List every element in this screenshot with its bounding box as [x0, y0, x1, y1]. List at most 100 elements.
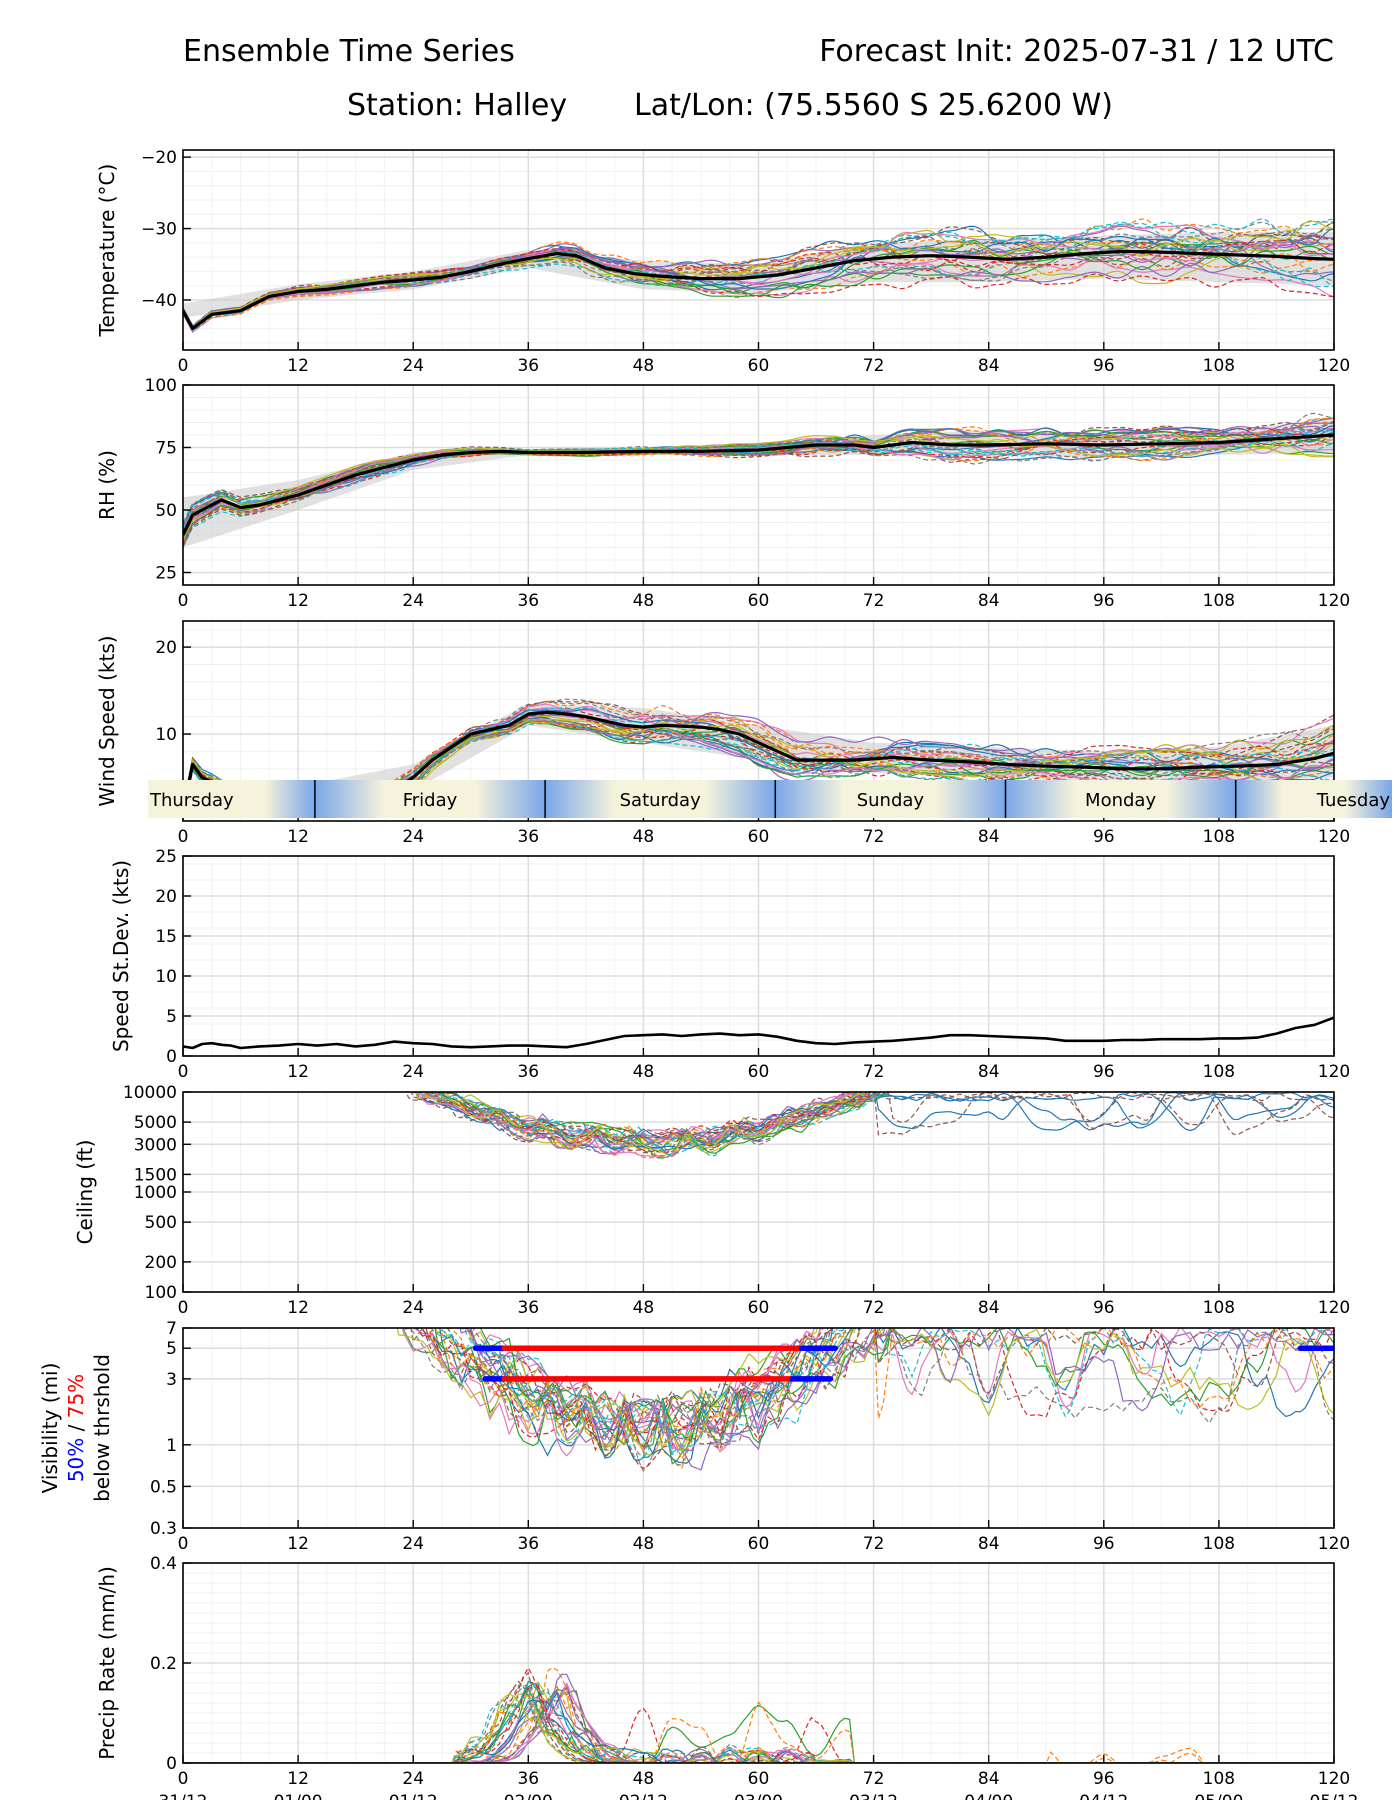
x-tick-label: 108: [1203, 827, 1235, 847]
ensemble-member-line: [183, 1667, 1334, 1763]
ensemble-member-line: [434, 1328, 855, 1465]
ensemble-member-line: [479, 1328, 892, 1448]
ensemble-member-line: [464, 1328, 1334, 1454]
ensemble-member-line: [410, 1092, 1334, 1157]
y-tick-label: 0.5: [150, 1477, 177, 1497]
ensemble-member-line: [402, 1328, 815, 1457]
y-axis-label: Ceiling (ft): [73, 1140, 97, 1245]
ensemble-member-line: [424, 1092, 870, 1149]
valid-time-label: 04/12: [1079, 1792, 1128, 1800]
y-tick-label: 1000: [134, 1183, 177, 1203]
x-tick-label: 96: [1093, 591, 1115, 611]
y-tick-label: 0.2: [150, 1654, 177, 1674]
plot-area: [183, 218, 1334, 334]
x-tick-label: 0: [178, 1298, 189, 1318]
day-segment: [545, 780, 776, 818]
x-tick-label: 12: [287, 1298, 309, 1318]
x-tick-label: 120: [1318, 356, 1350, 376]
y-tick-label: −30: [141, 220, 177, 240]
x-tick-label: 48: [633, 827, 655, 847]
x-tick-label: 36: [517, 1062, 539, 1082]
station-label: Station: Halley: [347, 88, 568, 123]
x-tick-label: 108: [1203, 1769, 1235, 1789]
x-tick-label: 72: [863, 1769, 885, 1789]
valid-time-label: 05/00: [1194, 1792, 1243, 1800]
y-tick-label: 25: [155, 564, 177, 584]
x-tick-label: 36: [517, 591, 539, 611]
x-tick-label: 84: [978, 1534, 1000, 1554]
y-tick-label: 5: [166, 1007, 177, 1027]
x-tick-label: 120: [1318, 1062, 1350, 1082]
ensemble-mean-line: [183, 433, 1334, 536]
x-tick-label: 24: [402, 1062, 424, 1082]
x-tick-label: 84: [978, 591, 1000, 611]
ensemble-member-line: [183, 435, 1334, 535]
x-tick-label: 60: [748, 1062, 770, 1082]
ensemble-member-line: [439, 1328, 861, 1464]
y-tick-label: 10000: [123, 1083, 177, 1103]
day-segment: [1235, 780, 1392, 818]
plot-area: [183, 1016, 1334, 1050]
day-label: Monday: [1085, 790, 1156, 811]
day-label: Thursday: [149, 790, 234, 811]
plot-area: [396, 1328, 1334, 1473]
ensemble-member-line: [439, 1092, 890, 1156]
x-tick-label: 36: [517, 1769, 539, 1789]
day-segment: [314, 780, 546, 818]
ensemble-member-line: [407, 1328, 829, 1458]
valid-time-label: 05/12: [1310, 1792, 1359, 1800]
x-tick-label: 12: [287, 591, 309, 611]
ensemble-member-line: [183, 240, 1334, 327]
day-label: Friday: [403, 790, 458, 811]
x-tick-label: 96: [1093, 356, 1115, 376]
x-tick-label: 96: [1093, 1062, 1115, 1082]
ensemble-member-line: [183, 222, 1334, 332]
y-tick-label: 15: [155, 927, 177, 947]
y-axis-label: Wind Speed (kts): [95, 635, 119, 806]
ensemble-member-line: [183, 428, 1334, 530]
x-tick-label: 84: [978, 827, 1000, 847]
y-tick-label: 75: [155, 439, 177, 459]
panel-temperature: −20 −30 −40 0 12 24 36 48 60 72 84 96 108 120 Temperat…: [95, 148, 1350, 376]
day-segment: [1005, 780, 1236, 818]
ensemble-member-line: [460, 1328, 1334, 1452]
x-tick-label: 120: [1318, 1769, 1350, 1789]
x-tick-label: 0: [178, 1062, 189, 1082]
x-tick-label: 48: [633, 1298, 655, 1318]
ensemble-member-line: [183, 1686, 1334, 1763]
y-tick-label: 1500: [134, 1165, 177, 1185]
ensemble-member-line: [437, 1092, 886, 1151]
day-label: Sunday: [857, 790, 925, 811]
x-tick-label: 108: [1203, 1298, 1235, 1318]
x-tick-label: 12: [287, 827, 309, 847]
ensemble-mean-line: [183, 249, 1334, 331]
ensemble-member-line: [420, 1092, 1334, 1149]
y-tick-label: 200: [145, 1253, 177, 1273]
x-tick-label: 120: [1318, 827, 1350, 847]
y-tick-label: 3: [166, 1370, 177, 1390]
x-tick-label: 12: [287, 1534, 309, 1554]
y-tick-label: 0.4: [150, 1554, 177, 1574]
forecast-init-label: Forecast Init: 2025-07-31 / 12 UTC: [819, 34, 1334, 69]
y-tick-label: −40: [141, 291, 177, 311]
x-tick-label: 36: [517, 827, 539, 847]
y-axis-label: Speed St.Dev. (kts): [109, 860, 133, 1052]
valid-time-label: 03/12: [849, 1792, 898, 1800]
x-tick-label: 120: [1318, 1298, 1350, 1318]
ensemble-member-line: [183, 424, 1334, 526]
y-tick-label: 100: [145, 376, 177, 396]
y-tick-label: 50: [155, 501, 177, 521]
x-tick-label: 24: [402, 356, 424, 376]
ensemble-member-line: [183, 1685, 1334, 1763]
ensemble-member-line: [440, 1328, 845, 1461]
ensemble-member-line: [183, 220, 1334, 329]
y-tick-label: 5: [166, 1339, 177, 1359]
day-band: Thursday Friday Saturday Sunday Monday Tuesda…: [148, 780, 1392, 818]
ensemble-member-line: [183, 435, 1334, 528]
ensemble-member-line: [183, 1687, 1334, 1763]
x-tick-label: 36: [517, 356, 539, 376]
panel-relative_humidity: 25 50 75 100 0 12 24 36 48 60 72 84 96 108 120 RH (%): [95, 376, 1350, 611]
y-axis-label-percentiles: 50% / 75%: [64, 1374, 88, 1482]
x-tick-label: 72: [863, 1534, 885, 1554]
x-tick-label: 48: [633, 1534, 655, 1554]
